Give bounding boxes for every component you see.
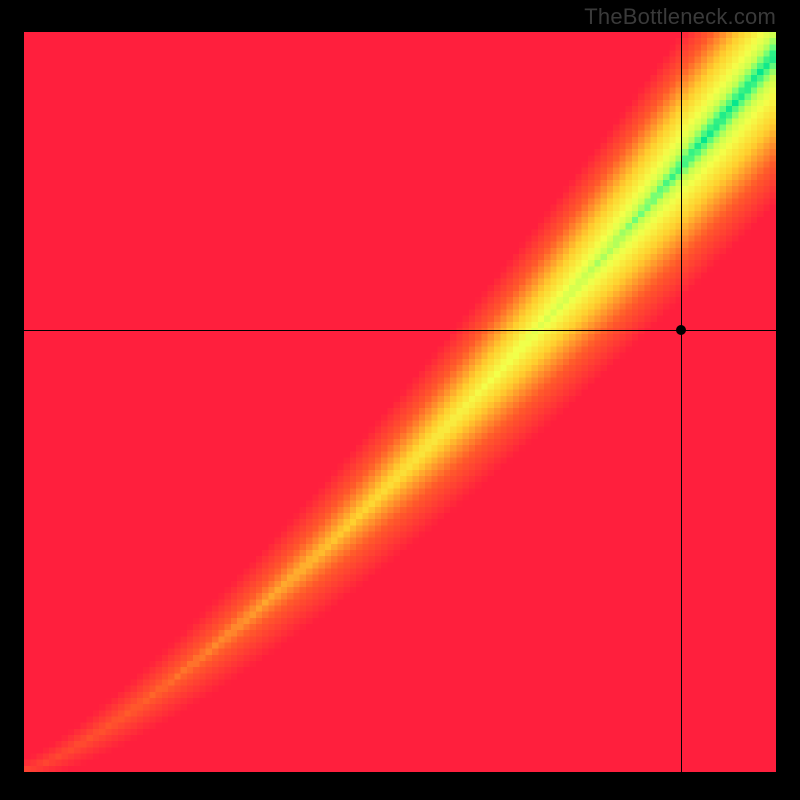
watermark: TheBottleneck.com bbox=[584, 4, 776, 30]
marker-dot bbox=[676, 325, 686, 335]
plot-frame bbox=[24, 32, 776, 772]
heatmap-canvas bbox=[24, 32, 776, 772]
crosshair-horizontal bbox=[24, 330, 776, 331]
crosshair-vertical bbox=[681, 32, 682, 772]
